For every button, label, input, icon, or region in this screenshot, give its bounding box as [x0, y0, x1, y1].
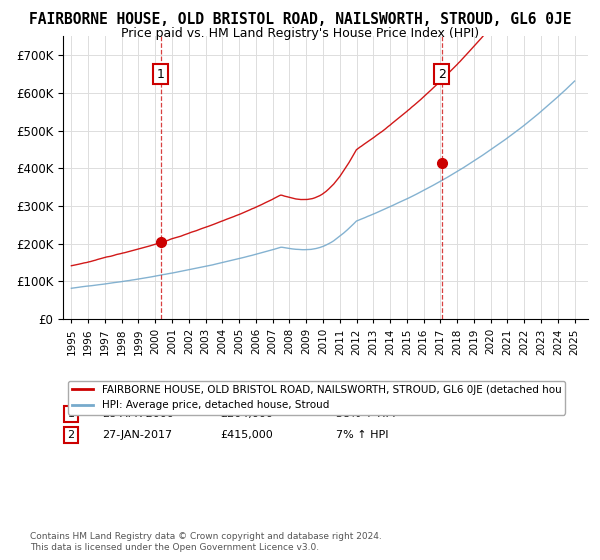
- Text: 27-JAN-2017: 27-JAN-2017: [103, 430, 173, 440]
- Text: 28-APR-2000: 28-APR-2000: [103, 409, 174, 419]
- Legend: FAIRBORNE HOUSE, OLD BRISTOL ROAD, NAILSWORTH, STROUD, GL6 0JE (detached hou, HP: FAIRBORNE HOUSE, OLD BRISTOL ROAD, NAILS…: [68, 381, 565, 414]
- Text: Price paid vs. HM Land Registry's House Price Index (HPI): Price paid vs. HM Land Registry's House …: [121, 27, 479, 40]
- Text: 1: 1: [67, 409, 74, 419]
- Text: 38% ↑ HPI: 38% ↑ HPI: [336, 409, 395, 419]
- Text: £204,000: £204,000: [221, 409, 274, 419]
- Text: FAIRBORNE HOUSE, OLD BRISTOL ROAD, NAILSWORTH, STROUD, GL6 0JE: FAIRBORNE HOUSE, OLD BRISTOL ROAD, NAILS…: [29, 12, 571, 27]
- Text: £415,000: £415,000: [221, 430, 273, 440]
- Text: Contains HM Land Registry data © Crown copyright and database right 2024.
This d: Contains HM Land Registry data © Crown c…: [30, 532, 382, 552]
- Text: 1: 1: [157, 68, 164, 81]
- Text: 7% ↑ HPI: 7% ↑ HPI: [336, 430, 389, 440]
- Text: 2: 2: [67, 430, 74, 440]
- Text: 2: 2: [438, 68, 446, 81]
